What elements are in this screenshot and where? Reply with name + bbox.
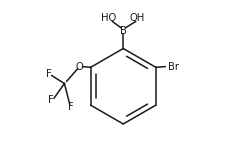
Text: OH: OH: [129, 14, 144, 23]
Text: F: F: [67, 102, 73, 112]
Text: Br: Br: [168, 62, 178, 72]
Text: F: F: [46, 69, 52, 79]
Text: O: O: [76, 62, 83, 72]
Text: F: F: [48, 95, 54, 105]
Text: HO: HO: [101, 14, 116, 23]
Text: B: B: [119, 26, 126, 36]
